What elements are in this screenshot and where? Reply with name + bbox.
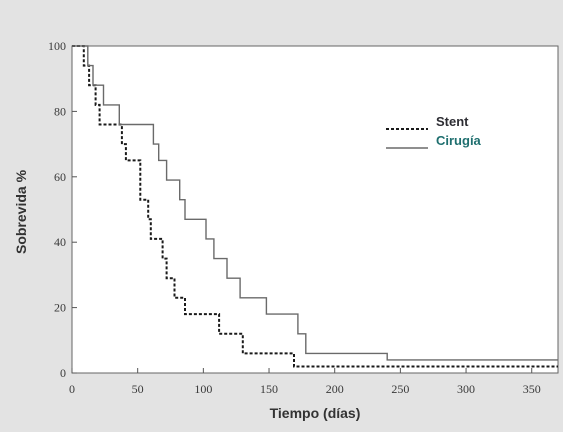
- x-tick-label: 250: [391, 382, 409, 396]
- series-line-cirugia: [72, 45, 558, 361]
- y-tick-label: 40: [54, 235, 66, 249]
- legend: Stent Cirugía: [386, 114, 482, 149]
- x-axis-ticks: 0 50 100 150 200 250 300 350: [69, 368, 541, 396]
- y-tick-label: 100: [48, 39, 66, 53]
- y-tick-label: 60: [54, 170, 66, 184]
- x-tick-label: 300: [457, 382, 475, 396]
- x-tick-label: 100: [194, 382, 212, 396]
- y-tick-label: 80: [54, 104, 66, 118]
- x-tick-label: 50: [132, 382, 144, 396]
- x-tick-label: 350: [523, 382, 541, 396]
- x-tick-label: 200: [326, 382, 344, 396]
- y-tick-label: 20: [54, 301, 66, 315]
- plot-area: [71, 45, 559, 374]
- series-layer: [72, 45, 558, 368]
- y-tick-label: 0: [60, 366, 66, 380]
- y-axis-title: Sobrevida %: [13, 169, 29, 254]
- x-tick-label: 0: [69, 382, 75, 396]
- legend-label-cirugia: Cirugía: [436, 133, 482, 148]
- series-line-stent: [72, 45, 558, 368]
- x-axis-title: Tiempo (días): [270, 405, 361, 421]
- legend-label-stent: Stent: [436, 114, 469, 129]
- x-tick-label: 150: [260, 382, 278, 396]
